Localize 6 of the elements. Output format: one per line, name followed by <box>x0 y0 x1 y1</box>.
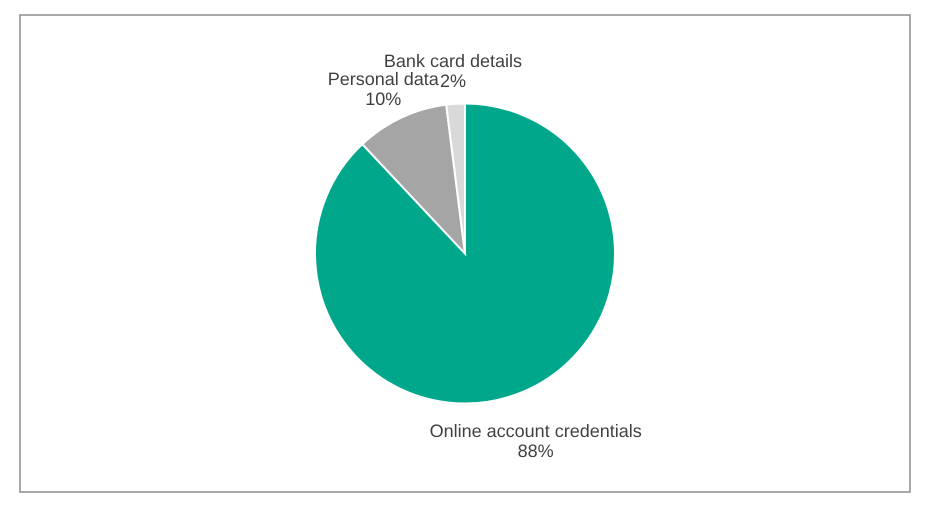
data-label: 2% <box>440 70 466 91</box>
slice-label: Online account credentials <box>430 421 642 442</box>
slice-label: Bank card details <box>384 50 522 71</box>
data-label: 88% <box>518 441 554 462</box>
data-label: 10% <box>365 88 402 109</box>
slice-label: Personal data <box>328 68 440 89</box>
